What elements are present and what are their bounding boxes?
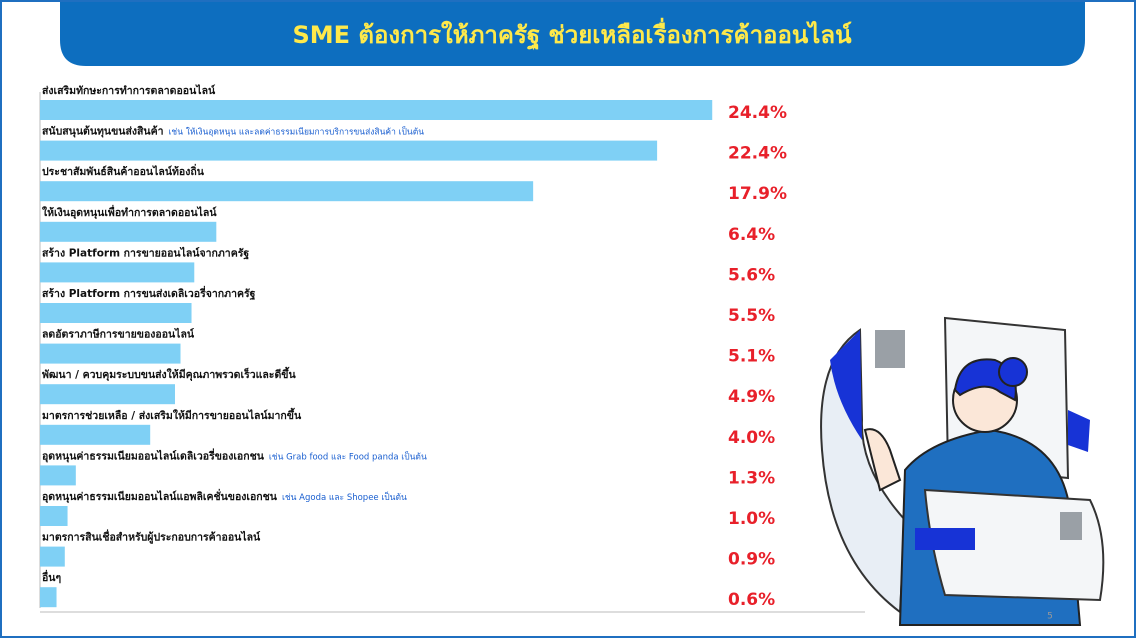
slide: SME ต้องการให้ภาครัฐ ช่วยเหลือเรื่องการค… <box>0 0 1136 638</box>
value-label: 1.0% <box>728 509 775 529</box>
category-text: อุดหนุนค่าธรรมเนียมออนไลน์เดลิเวอรี่ของเ… <box>42 447 265 463</box>
value-label: 24.4% <box>728 103 787 123</box>
bar <box>40 344 181 364</box>
category-text: สนับสนุนต้นทุนขนส่งสินค้า <box>42 125 164 139</box>
bar <box>40 587 57 607</box>
bar <box>40 465 76 485</box>
value-label: 5.5% <box>728 306 775 326</box>
category-label: มาตรการช่วยเหลือ / ส่งเสริมให้มีการขายออ… <box>42 407 302 422</box>
bar <box>40 141 657 161</box>
bar <box>40 222 216 242</box>
category-text: มาตรการสินเชื่อสำหรับผู้ประกอบการค้าออนไ… <box>42 529 261 545</box>
bar <box>40 425 150 445</box>
category-text: ประชาสัมพันธ์สินค้าออนไลน์ท้องถิ่น <box>42 163 205 178</box>
bar <box>40 506 68 526</box>
category-label: อื่นๆ <box>42 569 61 584</box>
value-label: 6.4% <box>728 225 775 245</box>
chart: SME ต้องการให้ภาครัฐ ช่วยเหลือเรื่องการค… <box>0 0 1136 638</box>
category-note: เช่น ให้เงินอุดหนุน และลดค่าธรรมเนียมการ… <box>169 125 425 137</box>
category-text: อุดหนุนค่าธรรมเนียมออนไลน์แอพลิเคชั่นของ… <box>42 488 278 504</box>
category-label: ประชาสัมพันธ์สินค้าออนไลน์ท้องถิ่น <box>42 163 205 178</box>
category-label: มาตรการสินเชื่อสำหรับผู้ประกอบการค้าออนไ… <box>42 529 261 545</box>
category-text: สร้าง Platform การขนส่งเดลิเวอรี่จากภาคร… <box>42 285 256 300</box>
value-label: 5.1% <box>728 347 775 367</box>
category-text: สร้าง Platform การขายออนไลน์จากภาครัฐ <box>42 246 249 259</box>
value-label: 22.4% <box>728 144 787 164</box>
bar <box>40 384 175 404</box>
category-note: เช่น Agoda และ Shopee เป็นต้น <box>282 491 407 503</box>
category-text: ให้เงินอุดหนุนเพื่อทำการตลาดออนไลน์ <box>42 204 217 220</box>
category-label: ส่งเสริมทักษะการทำการตลาดออนไลน์ <box>42 84 216 97</box>
category-text: ลดอัตราภาษีการขายของออนไลน์ <box>42 328 195 341</box>
category-text: อื่นๆ <box>42 569 61 584</box>
category-label: ลดอัตราภาษีการขายของออนไลน์ <box>42 328 195 341</box>
bar <box>40 181 533 201</box>
value-label: 17.9% <box>728 184 787 204</box>
value-label: 1.3% <box>728 468 775 488</box>
value-label: 0.9% <box>728 550 775 570</box>
category-text: มาตรการช่วยเหลือ / ส่งเสริมให้มีการขายออ… <box>42 407 302 422</box>
value-label: 0.6% <box>728 590 775 610</box>
bar <box>40 262 194 282</box>
category-label: ให้เงินอุดหนุนเพื่อทำการตลาดออนไลน์ <box>42 204 217 220</box>
chart-title: SME ต้องการให้ภาครัฐ ช่วยเหลือเรื่องการค… <box>293 17 853 51</box>
category-text: พัฒนา / ควบคุมระบบขนส่งให้มีคุณภาพรวดเร็… <box>42 366 296 382</box>
category-note: เช่น Grab food และ Food panda เป็นต้น <box>269 450 427 462</box>
bar <box>40 303 192 323</box>
page-number: 5 <box>1047 612 1053 622</box>
category-label: สร้าง Platform การขายออนไลน์จากภาครัฐ <box>42 246 249 259</box>
value-label: 4.9% <box>728 387 775 407</box>
value-label: 4.0% <box>728 428 775 448</box>
category-label: พัฒนา / ควบคุมระบบขนส่งให้มีคุณภาพรวดเร็… <box>42 366 296 382</box>
category-label: สร้าง Platform การขนส่งเดลิเวอรี่จากภาคร… <box>42 285 256 300</box>
bar <box>40 100 712 120</box>
value-label: 5.6% <box>728 265 775 285</box>
category-label: สนับสนุนต้นทุนขนส่งสินค้า เช่น ให้เงินอุด… <box>42 125 424 139</box>
category-text: ส่งเสริมทักษะการทำการตลาดออนไลน์ <box>42 84 216 97</box>
bar <box>40 547 65 567</box>
